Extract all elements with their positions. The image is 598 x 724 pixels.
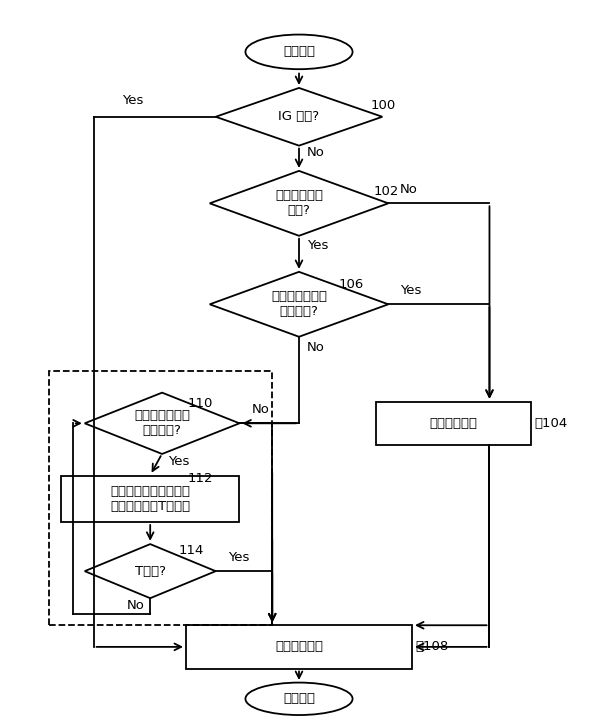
Text: 内燃機関停止: 内燃機関停止 [275,641,323,653]
Text: T経過?: T経過? [135,565,166,578]
Text: エンクロージャ
が水濡れ?: エンクロージャ が水濡れ? [134,409,190,437]
Text: Yes: Yes [168,455,190,468]
Text: Yes: Yes [121,93,143,106]
Text: Yes: Yes [228,551,249,564]
Text: No: No [307,341,325,354]
Text: 106: 106 [338,277,364,290]
Text: リターン: リターン [283,692,315,705]
Text: No: No [400,183,418,196]
Text: 冷却水温、外気温から
必要運転時間Tを算出: 冷却水温、外気温から 必要運転時間Tを算出 [110,485,190,513]
Text: 102: 102 [373,185,399,198]
Text: 100: 100 [370,98,396,111]
Text: 112: 112 [187,472,213,485]
Text: 自動停止条件
成立?: 自動停止条件 成立? [275,190,323,217]
Text: 110: 110 [187,397,212,410]
Text: IG オフ?: IG オフ? [279,110,319,123]
Text: スタート: スタート [283,46,315,59]
Text: ～104: ～104 [534,417,568,430]
Text: No: No [251,403,269,416]
Text: No: No [126,599,144,612]
Text: 114: 114 [179,544,204,557]
Text: Yes: Yes [400,284,422,297]
Text: ～108: ～108 [415,641,448,653]
Text: No: No [307,146,325,159]
Text: エンクロージャ
が水濡れ?: エンクロージャ が水濡れ? [271,290,327,319]
Text: 内燃機関運転: 内燃機関運転 [430,417,478,430]
Text: Yes: Yes [307,239,328,252]
